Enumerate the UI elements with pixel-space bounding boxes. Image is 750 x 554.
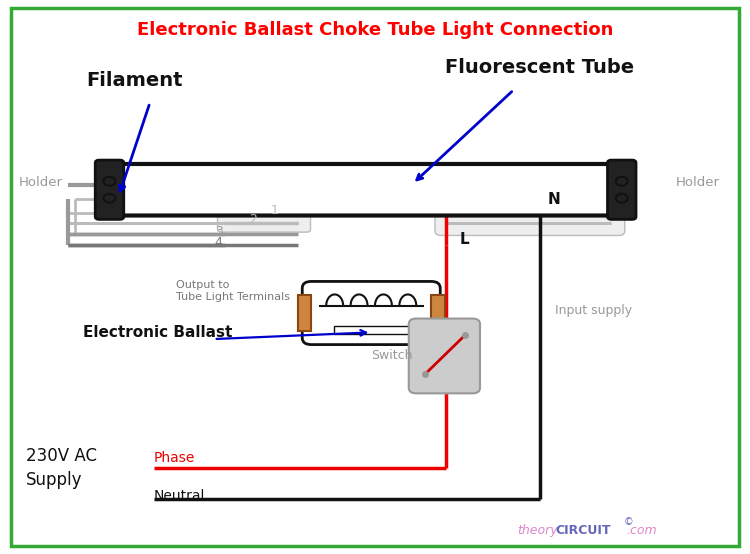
Text: 4: 4 — [214, 235, 223, 249]
Text: 1: 1 — [271, 204, 279, 217]
Text: Output to
Tube Light Terminals: Output to Tube Light Terminals — [176, 280, 290, 301]
Text: theory: theory — [518, 524, 558, 537]
Text: Phase: Phase — [154, 451, 195, 465]
Text: Input supply: Input supply — [555, 304, 632, 317]
Text: ©: © — [624, 517, 633, 527]
FancyBboxPatch shape — [113, 164, 618, 216]
FancyBboxPatch shape — [435, 191, 625, 235]
FancyBboxPatch shape — [302, 281, 440, 345]
FancyBboxPatch shape — [608, 160, 636, 219]
Text: .com: .com — [626, 524, 657, 537]
FancyBboxPatch shape — [95, 160, 124, 219]
Bar — [334, 326, 409, 334]
Text: CIRCUIT: CIRCUIT — [555, 524, 610, 537]
Text: Electronic Ballast Choke Tube Light Connection: Electronic Ballast Choke Tube Light Conn… — [136, 22, 614, 39]
Text: 230V AC
Supply: 230V AC Supply — [26, 447, 98, 489]
Text: Neutral: Neutral — [154, 489, 205, 503]
Text: Electronic Ballast: Electronic Ballast — [82, 325, 232, 340]
Text: Switch: Switch — [371, 350, 413, 362]
Bar — [298, 295, 311, 331]
Text: N: N — [548, 192, 560, 207]
Text: Holder: Holder — [20, 176, 63, 189]
Text: Holder: Holder — [676, 176, 719, 189]
Text: L: L — [460, 232, 470, 247]
Text: 2: 2 — [248, 213, 256, 227]
Text: Filament: Filament — [87, 71, 183, 90]
Bar — [431, 295, 445, 331]
FancyBboxPatch shape — [217, 203, 310, 232]
FancyBboxPatch shape — [409, 319, 480, 393]
Text: 3: 3 — [214, 224, 223, 238]
Text: Fluorescent Tube: Fluorescent Tube — [446, 58, 634, 77]
